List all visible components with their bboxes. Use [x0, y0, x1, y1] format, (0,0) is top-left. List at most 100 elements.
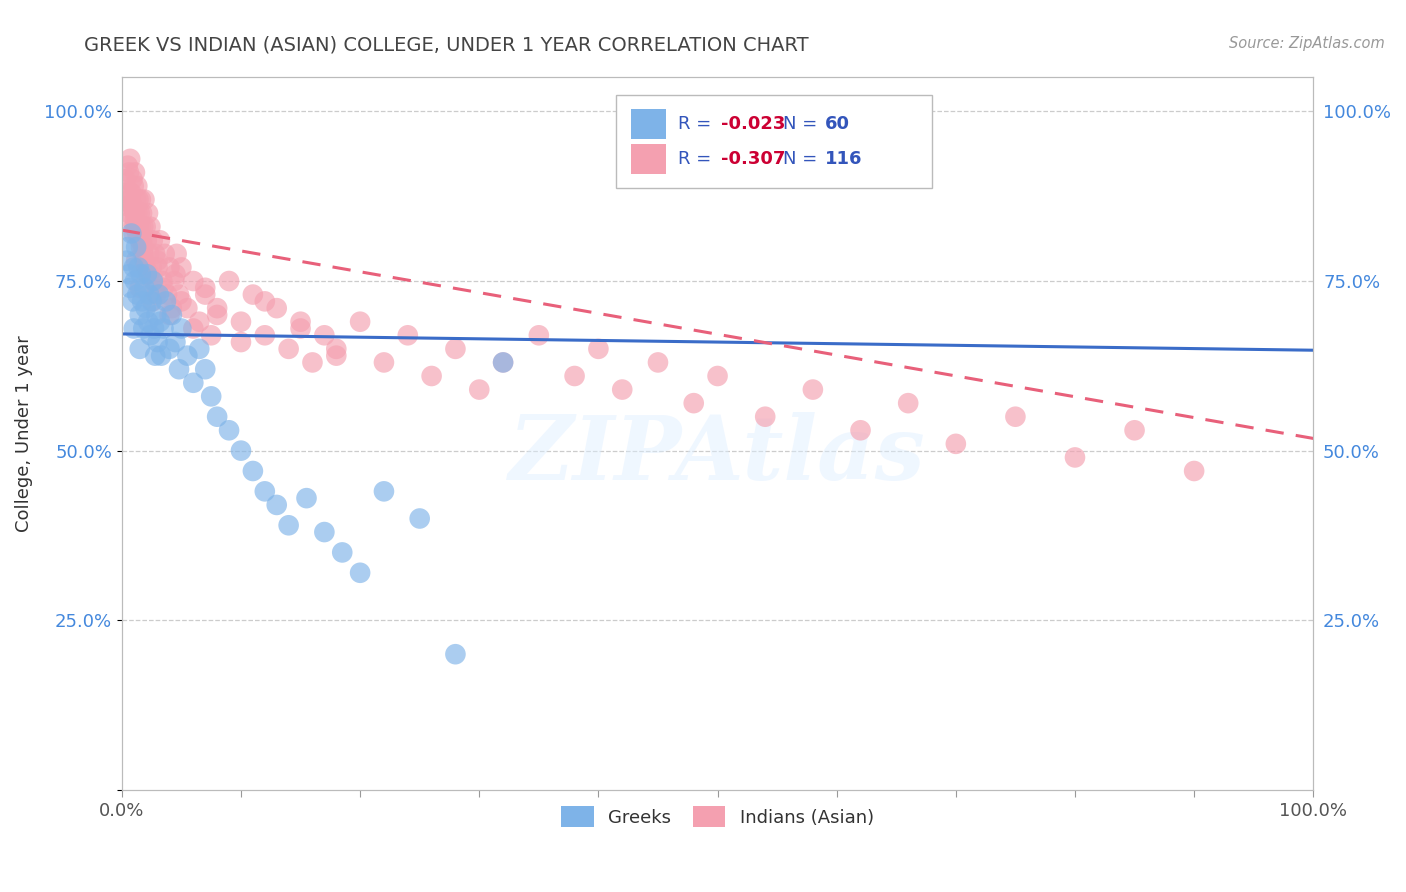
Point — [188, 342, 211, 356]
Point — [128, 233, 150, 247]
Point — [444, 647, 467, 661]
Point — [131, 294, 153, 309]
Point — [128, 193, 150, 207]
Text: -0.023: -0.023 — [721, 115, 786, 133]
Point — [122, 179, 145, 194]
Point — [121, 199, 143, 213]
Point — [330, 545, 353, 559]
Point — [129, 267, 152, 281]
Point — [229, 315, 252, 329]
Point — [200, 389, 222, 403]
Point — [181, 321, 204, 335]
Legend: Greeks, Indians (Asian): Greeks, Indians (Asian) — [554, 799, 882, 834]
Point — [121, 294, 143, 309]
Point — [141, 260, 163, 275]
Point — [149, 315, 172, 329]
Point — [128, 308, 150, 322]
Point — [127, 227, 149, 241]
Point — [145, 287, 167, 301]
FancyBboxPatch shape — [630, 145, 666, 174]
FancyBboxPatch shape — [630, 109, 666, 139]
Point — [139, 219, 162, 234]
Point — [134, 253, 156, 268]
Point — [143, 321, 166, 335]
Point — [120, 152, 142, 166]
Point — [127, 287, 149, 301]
Point — [115, 186, 138, 200]
Point — [188, 315, 211, 329]
Point — [127, 206, 149, 220]
Point — [314, 328, 336, 343]
Point — [117, 159, 139, 173]
Point — [205, 301, 228, 315]
Point — [122, 260, 145, 275]
Point — [143, 349, 166, 363]
Point — [134, 281, 156, 295]
Point — [170, 321, 193, 335]
Point — [120, 281, 142, 295]
Point — [128, 206, 150, 220]
Point — [682, 396, 704, 410]
Point — [132, 247, 155, 261]
Point — [420, 369, 443, 384]
Point — [444, 342, 467, 356]
Point — [135, 267, 157, 281]
Point — [115, 253, 138, 268]
Point — [253, 294, 276, 309]
Point — [277, 518, 299, 533]
Text: N =: N = — [783, 115, 823, 133]
Point — [136, 315, 159, 329]
Point — [194, 281, 217, 295]
Point — [253, 484, 276, 499]
Point — [132, 321, 155, 335]
Point — [1064, 450, 1087, 465]
Point — [135, 301, 157, 315]
Point — [156, 287, 179, 301]
Point — [135, 233, 157, 247]
Point — [120, 193, 142, 207]
Point — [114, 172, 136, 186]
Point — [135, 260, 157, 275]
Point — [588, 342, 610, 356]
Point — [160, 301, 183, 315]
Point — [125, 193, 148, 207]
Point — [145, 308, 167, 322]
Point — [131, 233, 153, 247]
Point — [142, 233, 165, 247]
Point — [129, 240, 152, 254]
Point — [128, 342, 150, 356]
Point — [754, 409, 776, 424]
Point — [124, 274, 146, 288]
Point — [200, 328, 222, 343]
Point — [167, 287, 190, 301]
Point — [138, 247, 160, 261]
Point — [142, 274, 165, 288]
Point — [1123, 423, 1146, 437]
Point — [153, 247, 176, 261]
Point — [229, 443, 252, 458]
Point — [181, 274, 204, 288]
Point — [142, 294, 165, 309]
Point — [349, 566, 371, 580]
Point — [409, 511, 432, 525]
Point — [122, 219, 145, 234]
Point — [122, 227, 145, 241]
Point — [138, 287, 160, 301]
Point — [143, 274, 166, 288]
Point — [801, 383, 824, 397]
Point — [146, 334, 169, 349]
Point — [166, 247, 188, 261]
Text: N =: N = — [783, 151, 823, 169]
Point — [218, 274, 240, 288]
Point — [849, 423, 872, 437]
Text: R =: R = — [678, 151, 717, 169]
Point — [277, 342, 299, 356]
Point — [194, 287, 217, 301]
Point — [266, 498, 288, 512]
Point — [155, 294, 177, 309]
Point — [129, 219, 152, 234]
Text: R =: R = — [678, 115, 717, 133]
Point — [120, 227, 142, 241]
Point — [159, 308, 181, 322]
Point — [564, 369, 586, 384]
